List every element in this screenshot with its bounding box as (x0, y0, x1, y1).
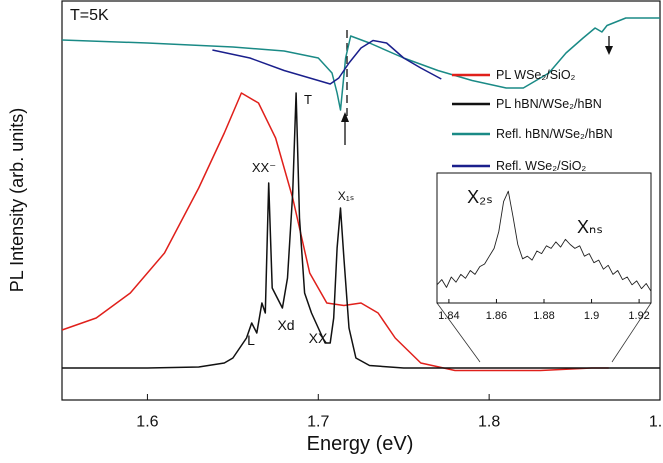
x-tick-label: 1.8 (478, 414, 500, 431)
x-tick-label: 1.92 (628, 310, 649, 322)
data-line (212, 39, 442, 85)
annotation: Xd (277, 317, 294, 333)
x-tick-label: 1.9 (649, 414, 663, 431)
data-line (62, 92, 660, 369)
annotation: T=5K (70, 7, 109, 24)
annotation: X₂ₛ (467, 187, 493, 207)
annotation: Xₙₛ (577, 217, 603, 237)
x-tick-label: 1.7 (307, 414, 329, 431)
x-tick-label: 1.86 (486, 310, 507, 322)
arrow-head (605, 46, 613, 55)
arrow-head (341, 112, 349, 122)
annotation: T (304, 92, 312, 107)
legend-label: Refl. WSe₂/SiO₂ (496, 159, 586, 173)
x-tick-label: 1.6 (136, 414, 158, 431)
data-line (61, 17, 660, 111)
zoom-line (436, 302, 481, 363)
legend-label: Refl. hBN/WSe₂/hBN (496, 127, 613, 141)
x-tick-label: 1.9 (584, 310, 599, 322)
data-line (436, 190, 652, 292)
plot-frame (61, 0, 661, 401)
x-tick-label: 1.84 (438, 310, 459, 322)
annotation: X₁ₛ (338, 189, 355, 203)
zoom-line (611, 302, 652, 363)
y-axis-label: PL Intensity (arb. units) (7, 108, 27, 292)
annotation: XX⁻ (252, 160, 276, 175)
x-axis-label: Energy (eV) (307, 433, 414, 455)
annotation: L (247, 332, 255, 348)
x-tick-label: 1.88 (533, 310, 554, 322)
legend-label: PL WSe₂/SiO₂ (496, 68, 576, 82)
data-line (61, 92, 609, 372)
legend-label: PL hBN/WSe₂/hBN (496, 97, 602, 111)
annotation: XX (309, 330, 328, 346)
